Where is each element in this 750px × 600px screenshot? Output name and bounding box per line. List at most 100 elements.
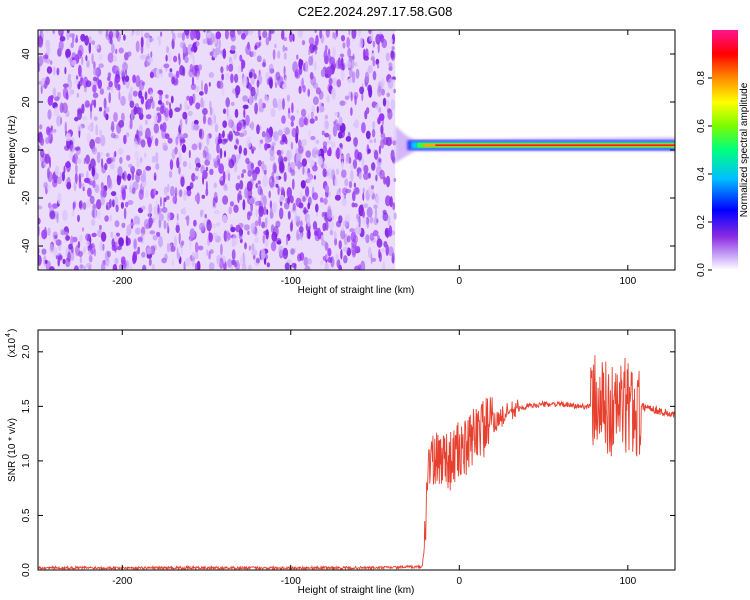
heatmap-noise-blob [66, 181, 72, 190]
heatmap-noise-blob [107, 157, 114, 163]
heatmap-noise-blob [222, 171, 226, 183]
heatmap-noise-blob [65, 257, 71, 268]
heatmap-noise-blob [273, 225, 279, 238]
heatmap-noise-blob [317, 155, 323, 166]
heatmap-noise-blob [346, 61, 352, 69]
heatmap-noise-blob [340, 69, 345, 82]
heatmap-noise-blob [357, 264, 362, 270]
heatmap-noise-blob [338, 116, 343, 126]
heatmap-noise-blob [314, 61, 317, 71]
heatmap-noise-blob [283, 65, 286, 76]
heatmap-noise-blob [148, 37, 154, 42]
heatmap-noise-blob [76, 158, 82, 165]
heatmap-noise-blob [363, 203, 369, 208]
heatmap-noise-blob [120, 69, 125, 77]
heatmap-noise-blob [205, 188, 209, 197]
heatmap-noise-blob [362, 216, 367, 225]
heatmap-noise-blob [290, 248, 295, 255]
heatmap-noise-blob [128, 163, 133, 168]
heatmap-noise-blob [352, 53, 355, 61]
heatmap-noise-blob [234, 108, 239, 118]
heatmap-noise-blob [390, 149, 395, 161]
snr-y-tick-label: 0.5 [21, 508, 32, 522]
heatmap-noise-blob [379, 169, 385, 180]
heatmap-noise-blob [169, 159, 174, 171]
heatmap-noise-blob [136, 168, 142, 176]
heatmap-noise-blob [140, 173, 146, 183]
heatmap-noise-blob [202, 100, 205, 109]
heatmap-noise-blob [158, 213, 164, 222]
heatmap-noise-blob [208, 262, 215, 270]
heatmap-noise-blob [352, 121, 359, 128]
heatmap-noise-blob [102, 243, 105, 251]
heatmap-noise-blob [42, 58, 47, 63]
heatmap-noise-blob [309, 118, 315, 124]
heatmap-noise-blob [222, 214, 228, 223]
heatmap-noise-blob [168, 72, 174, 78]
heatmap-noise-blob [91, 232, 97, 238]
heatmap-noise-blob [115, 30, 119, 39]
heatmap-noise-blob [189, 95, 194, 106]
heatmap-noise-blob [121, 112, 125, 122]
heatmap-noise-blob [91, 40, 96, 46]
heatmap-noise-blob [116, 245, 122, 251]
colorbar-label: Normalized spectral amplitude [739, 82, 750, 217]
heatmap-noise-blob [246, 136, 252, 142]
heatmap-noise-blob [112, 263, 118, 270]
heatmap-noise-blob [92, 209, 95, 218]
heatmap-noise-blob [279, 249, 284, 259]
heatmap-noise-blob [341, 160, 344, 170]
heatmap-noise-blob [107, 52, 114, 63]
heatmap-noise-blob [189, 63, 194, 73]
heatmap-noise-blob [39, 124, 43, 130]
heatmap-noise-blob [215, 133, 218, 146]
heatmap-noise-blob [173, 189, 179, 196]
heatmap-noise-blob [228, 119, 234, 129]
heatmap-noise-blob [188, 68, 194, 78]
heatmap-noise-blob [155, 152, 159, 164]
heatmap-noise-blob [147, 57, 154, 63]
heatmap-noise-blob [365, 111, 368, 120]
heatmap-noise-blob [48, 133, 52, 140]
heatmap-noise-blob [65, 91, 69, 101]
heatmap-noise-blob [245, 157, 250, 165]
heatmap-noise-blob [365, 130, 371, 140]
heatmap-noise-blob [243, 255, 246, 266]
heatmap-noise-blob [283, 37, 288, 42]
heatmap-noise-blob [147, 138, 152, 148]
heatmap-noise-blob [182, 160, 187, 168]
heatmap-noise-blob [281, 30, 285, 40]
heatmap-noise-blob [324, 262, 329, 270]
heatmap-noise-blob [85, 80, 92, 88]
heatmap-noise-blob [314, 161, 317, 168]
heatmap-noise-blob [328, 220, 334, 230]
heatmap-noise-blob [308, 129, 311, 138]
heatmap-noise-blob [71, 59, 77, 67]
heatmap-noise-blob [94, 207, 97, 220]
heatmap-noise-blob [109, 214, 113, 222]
heatmap-noise-blob [47, 95, 53, 106]
heatmap-noise-blob [114, 150, 117, 158]
heatmap-noise-blob [280, 186, 285, 194]
heatmap-noise-blob [349, 228, 355, 233]
heatmap-noise-blob [121, 222, 126, 228]
heatmap-noise-blob [260, 248, 266, 260]
heatmap-noise-blob [282, 45, 286, 52]
heatmap-noise-blob [105, 152, 110, 158]
heatmap-noise-blob [65, 48, 71, 58]
heatmap-noise-blob [238, 132, 245, 137]
heatmap-noise-blob [82, 227, 84, 232]
heatmap-noise-blob [38, 217, 41, 225]
heatmap-noise-blob [221, 138, 227, 145]
heatmap-noise-blob [248, 71, 253, 79]
snr-y-tick-label: 1.0 [21, 454, 32, 468]
colorbar: 0.0 0.2 0.4 0.6 0.8 Normalized spectral ampl… [696, 30, 750, 277]
heatmap-noise-blob [82, 202, 87, 210]
heatmap-noise-blob [94, 184, 100, 194]
heatmap-noise-blob [79, 256, 82, 264]
heatmap-signal-band [395, 125, 675, 164]
heatmap-noise-blob [324, 45, 328, 52]
heatmap-noise-blob [144, 119, 148, 125]
heatmap-noise-blob [227, 258, 233, 268]
heatmap-noise-blob [356, 172, 360, 177]
